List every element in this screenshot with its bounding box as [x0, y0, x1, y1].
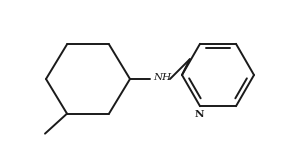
Text: N: N — [194, 110, 204, 119]
Text: NH: NH — [153, 74, 171, 82]
